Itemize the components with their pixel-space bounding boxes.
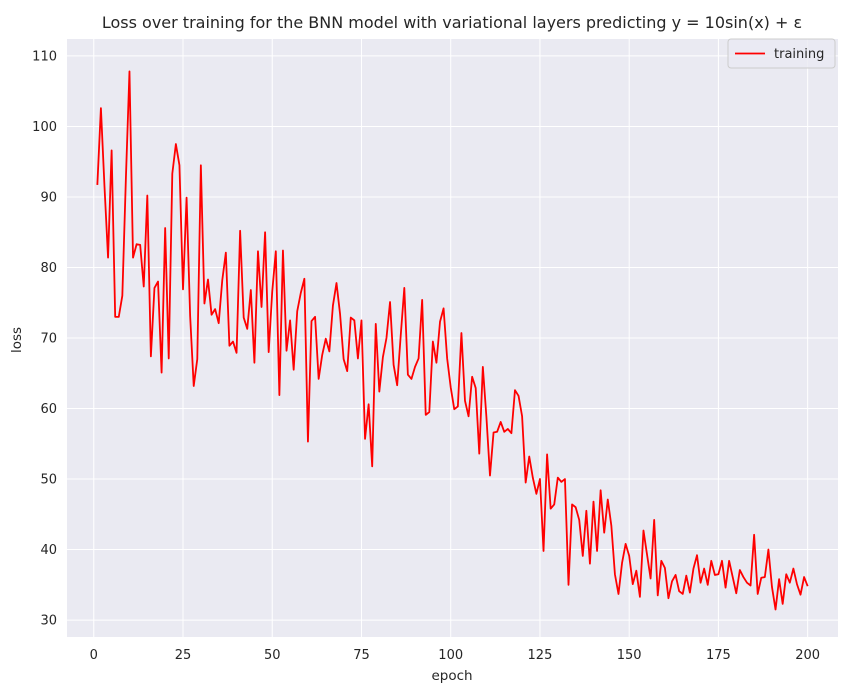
y-tick-label: 80 xyxy=(40,261,57,276)
x-tick-label: 200 xyxy=(795,648,820,663)
x-tick-label: 100 xyxy=(438,648,463,663)
legend-box xyxy=(727,38,836,69)
x-axis-label: epoch xyxy=(431,668,472,684)
x-tick-label: 50 xyxy=(264,648,281,663)
series-layer xyxy=(96,70,809,611)
x-tick-label: 150 xyxy=(617,648,642,663)
y-tick-label: 100 xyxy=(32,120,57,135)
x-tick-label: 175 xyxy=(706,648,731,663)
y-tick-label: 110 xyxy=(32,49,57,64)
grid xyxy=(67,39,838,637)
y-tick-label: 50 xyxy=(40,473,57,488)
x-tick-label: 75 xyxy=(353,648,370,663)
y-tick-labels: 30 40 50 60 70 80 90 100 110 xyxy=(32,49,57,628)
x-tick-label: 125 xyxy=(528,648,553,663)
chart-title: Loss over training for the BNN model wit… xyxy=(102,13,802,32)
y-tick-label: 70 xyxy=(40,332,57,347)
y-tick-label: 40 xyxy=(40,543,57,558)
x-tick-labels: 0 25 50 75 100 125 150 175 200 xyxy=(90,648,820,663)
series-line-training xyxy=(96,70,809,611)
y-tick-label: 60 xyxy=(40,402,57,417)
legend-label-training: training xyxy=(774,47,824,62)
y-tick-label: 90 xyxy=(40,190,57,205)
x-tick-label: 0 xyxy=(90,648,98,663)
y-axis-label: loss xyxy=(9,327,25,353)
legend: training xyxy=(727,38,836,69)
x-tick-label: 25 xyxy=(175,648,192,663)
y-tick-label: 30 xyxy=(40,614,57,629)
